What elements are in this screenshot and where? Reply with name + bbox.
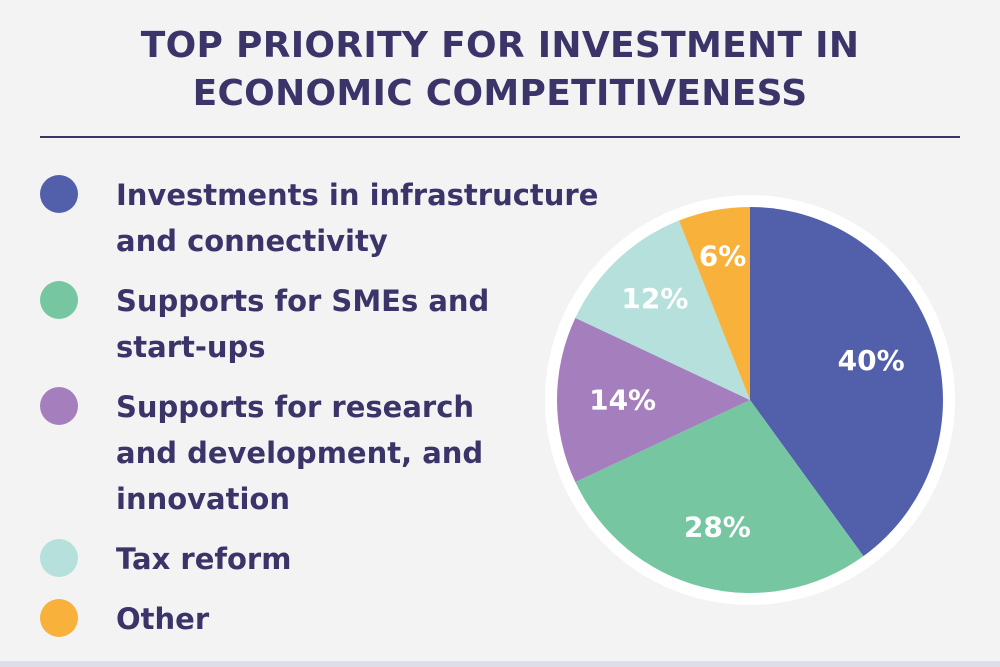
legend: Investments in infrastructure and connec… [40, 172, 600, 656]
legend-label-line: innovation [116, 482, 290, 516]
legend-item-research: Supports for research and development, a… [40, 384, 600, 522]
pie-slice-tax-reform [575, 220, 750, 400]
legend-label-line: start-ups [116, 330, 266, 364]
pie-data-label-smes: 28% [684, 511, 751, 544]
legend-label-line: Other [116, 602, 210, 636]
title-divider [40, 136, 960, 138]
legend-label-line: Supports for research [116, 390, 475, 424]
legend-item-other: Other [40, 596, 600, 642]
pie-data-label-infrastructure: 40% [838, 344, 905, 377]
pie-data-label-research: 14% [589, 384, 656, 417]
pie-chart: 40% 28% 14% 12% 6% [545, 195, 955, 605]
legend-label-line: and connectivity [116, 224, 388, 258]
legend-swatch-infrastructure [40, 175, 78, 213]
legend-label-line: and development, and [116, 436, 484, 470]
pie-data-label-other: 6% [699, 239, 747, 272]
legend-swatch-research [40, 387, 78, 425]
pie-slice-infrastructure [750, 207, 943, 557]
pie-data-label-tax-reform: 12% [621, 282, 688, 315]
legend-swatch-smes [40, 281, 78, 319]
legend-swatch-other [40, 599, 78, 637]
legend-label-line: Supports for SMEs and [116, 284, 490, 318]
legend-item-infrastructure: Investments in infrastructure and connec… [40, 172, 600, 264]
chart-title-line-1: TOP PRIORITY FOR INVESTMENT IN [140, 25, 860, 66]
legend-item-smes: Supports for SMEs and start-ups [40, 278, 600, 370]
pie-slice-other [678, 207, 750, 400]
pie-slice-smes [575, 400, 864, 593]
pie-slice-research [557, 317, 750, 483]
legend-label-line: Investments in infrastructure [116, 178, 599, 212]
chart-title: TOP PRIORITY FOR INVESTMENT IN ECONOMIC … [0, 22, 1000, 118]
legend-label-line: Tax reform [116, 542, 292, 576]
legend-item-tax-reform: Tax reform [40, 536, 600, 582]
chart-title-line-2: ECONOMIC COMPETITIVENESS [192, 73, 808, 114]
legend-swatch-tax-reform [40, 539, 78, 577]
